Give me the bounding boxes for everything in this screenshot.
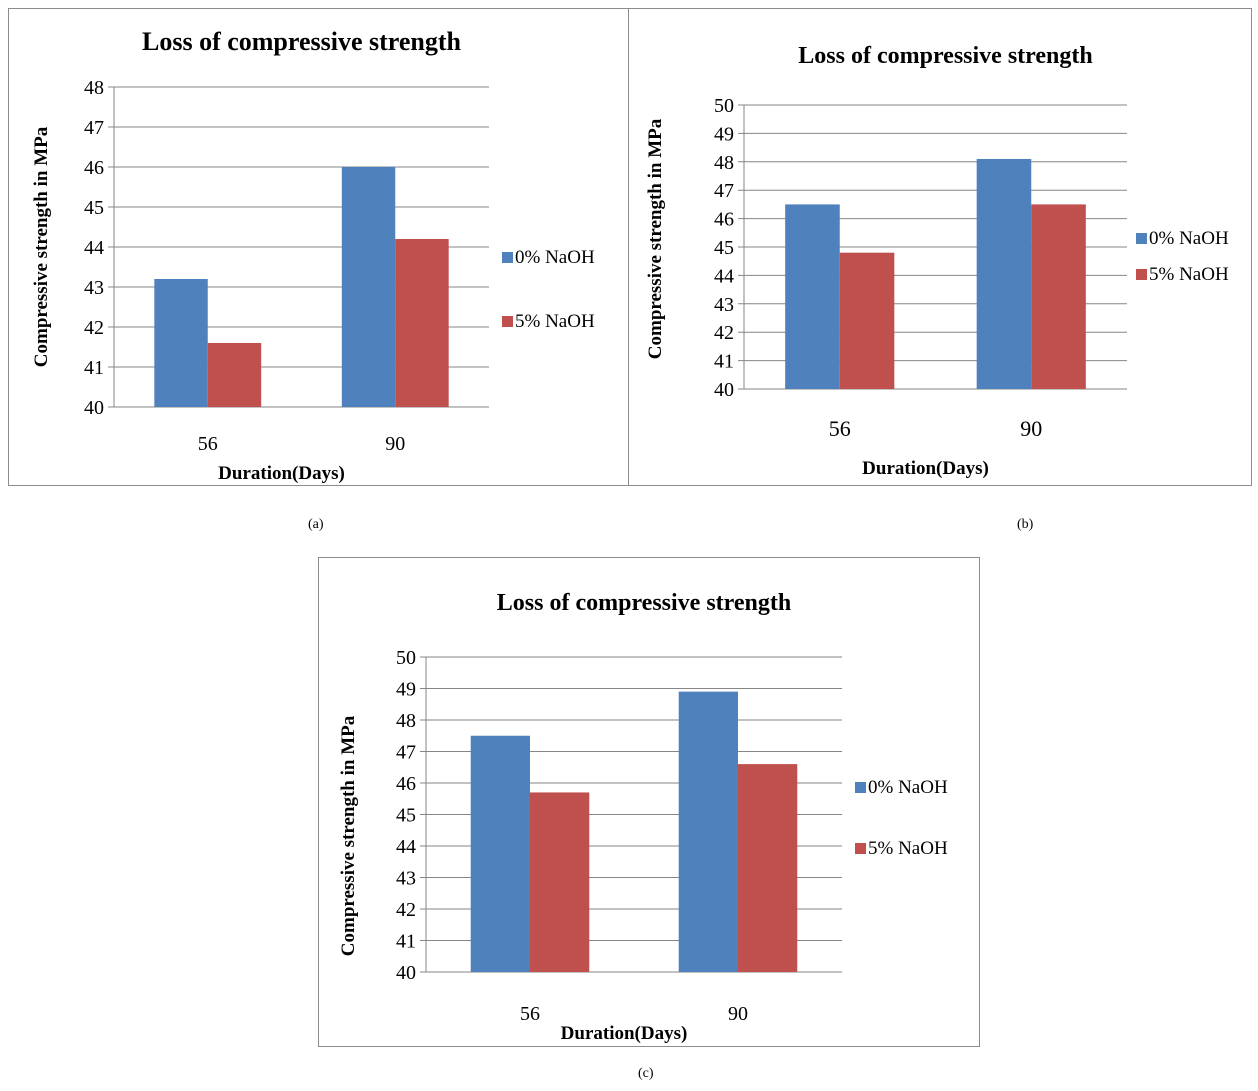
legend-swatch-0 <box>855 782 866 793</box>
chart-panel-b: Loss of compressive strength 40 41 42 43 44 45… <box>628 8 1252 486</box>
y-tick-label: 45 <box>714 237 734 259</box>
y-tick-label: 42 <box>396 899 416 921</box>
legend-label-1: 5% NaOH <box>1149 264 1229 285</box>
panel-label-b: (b) <box>1017 517 1034 532</box>
y-tick-label: 40 <box>84 397 104 419</box>
bar-series-1-56 <box>530 792 590 972</box>
y-tick-label: 45 <box>84 197 104 219</box>
bar-series-1-90 <box>738 764 798 972</box>
panel-label-c: (c) <box>638 1066 654 1081</box>
bar-chart-a: Loss of compressive strength 40 41 42 43 44 45… <box>31 27 595 484</box>
y-tick-label: 50 <box>714 95 734 117</box>
y-tick-label: 48 <box>396 710 416 732</box>
y-tick-label: 46 <box>84 157 104 179</box>
y-tick-label: 43 <box>84 277 104 299</box>
legend-swatch-1 <box>1136 269 1147 280</box>
x-axis-label: Duration(Days) <box>561 1023 688 1044</box>
y-tick-label: 42 <box>714 322 734 344</box>
bar-chart-c: Loss of compressive strength 40 41 42 43 44 45… <box>338 590 948 1044</box>
legend-swatch-0 <box>1136 233 1147 244</box>
y-tick-label: 40 <box>714 379 734 401</box>
bar-chart-b: Loss of compressive strength 40 41 42 43 44 45… <box>645 43 1229 479</box>
y-tick-label: 44 <box>396 836 416 858</box>
bar-series-0-90 <box>678 691 738 972</box>
x-tick-label: 56 <box>198 433 218 455</box>
x-tick-label: 90 <box>1020 416 1042 441</box>
y-tick-label: 47 <box>396 742 416 764</box>
legend-label-0: 0% NaOH <box>1149 228 1229 249</box>
y-tick-label: 40 <box>396 962 416 984</box>
y-tick-label: 48 <box>714 152 734 174</box>
legend-label-1: 5% NaOH <box>868 838 948 859</box>
x-axis-label: Duration(Days) <box>218 463 345 484</box>
y-tick-label: 44 <box>84 237 104 259</box>
x-tick-label: 90 <box>728 1003 748 1025</box>
y-tick-label: 48 <box>84 77 104 99</box>
bar-series-0-56 <box>785 204 840 389</box>
y-axis-label: Compressive strength in MPa <box>645 118 666 359</box>
chart-panel-c: Loss of compressive strength 40 41 42 43 44 45… <box>318 557 980 1047</box>
y-tick-label: 47 <box>714 180 734 202</box>
x-axis-label: Duration(Days) <box>862 458 989 479</box>
chart-title: Loss of compressive strength <box>798 43 1092 69</box>
chart-title: Loss of compressive strength <box>497 590 791 616</box>
y-tick-label: 41 <box>84 357 104 379</box>
y-tick-label: 49 <box>396 679 416 701</box>
bar-series-0-90 <box>341 167 396 407</box>
legend-swatch-1 <box>855 843 866 854</box>
bar-series-1-90 <box>395 239 449 407</box>
y-tick-label: 43 <box>714 294 734 316</box>
x-tick-label: 56 <box>520 1003 540 1025</box>
x-tick-label: 56 <box>829 416 851 441</box>
y-tick-label: 44 <box>714 265 734 287</box>
legend-label-0: 0% NaOH <box>515 247 595 268</box>
legend-label-1: 5% NaOH <box>515 311 595 332</box>
x-tick-label: 90 <box>385 433 405 455</box>
y-tick-label: 46 <box>396 773 416 795</box>
y-axis-label: Compressive strength in MPa <box>338 715 359 956</box>
y-tick-label: 43 <box>396 868 416 890</box>
legend-swatch-0 <box>502 252 513 263</box>
y-tick-label: 42 <box>84 317 104 339</box>
y-tick-label: 50 <box>396 647 416 669</box>
panel-label-a: (a) <box>308 517 324 532</box>
bar-series-0-56 <box>154 279 208 407</box>
bar-series-1-90 <box>1031 204 1086 389</box>
y-tick-label: 47 <box>84 117 104 139</box>
bar-series-1-56 <box>839 252 895 389</box>
bar-series-0-90 <box>976 158 1032 389</box>
y-tick-label: 45 <box>396 805 416 827</box>
legend-swatch-1 <box>502 316 513 327</box>
bar-series-1-56 <box>207 343 262 407</box>
y-tick-label: 41 <box>396 931 416 953</box>
bar-series-0-56 <box>470 735 530 972</box>
y-axis-label: Compressive strength in MPa <box>31 126 52 367</box>
chart-title: Loss of compressive strength <box>142 27 462 56</box>
chart-panel-a: Loss of compressive strength 40 41 42 43 44 45… <box>8 8 630 486</box>
y-tick-label: 46 <box>714 209 734 231</box>
y-tick-label: 41 <box>714 351 734 373</box>
y-tick-label: 49 <box>714 123 734 145</box>
legend-label-0: 0% NaOH <box>868 777 948 798</box>
